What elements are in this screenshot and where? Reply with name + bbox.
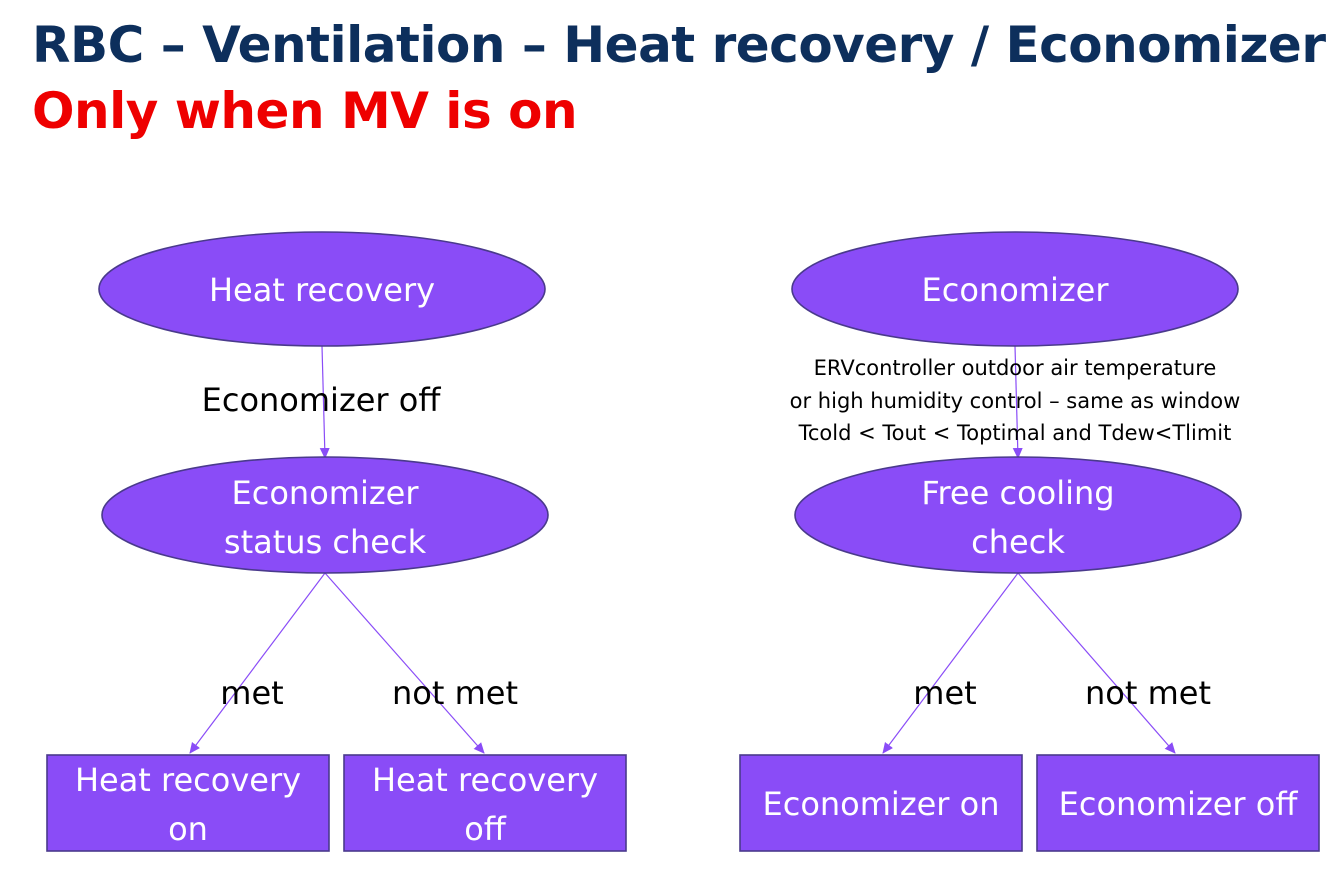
slide-title: RBC – Ventilation – Heat recovery / Econ… [32,16,1326,74]
slide-subtitle: Only when MV is on [32,82,578,140]
heat-recovery-off-box [343,754,627,852]
edge-status-check-to-heat-recovery-on [189,572,326,754]
edge-free-cooling-to-economizer-on [882,572,1019,754]
heat-recovery-off-label-line1: Heat recovery [372,761,598,799]
economizer-status-check-label-line2: status check [224,523,427,561]
economizer-node-label: Economizer [922,271,1110,309]
edge-economizer-to-free-cooling-check [1012,345,1023,459]
heat-recovery-tree: Heat recovery Economizer off Economizer … [46,231,627,852]
free-cooling-check-label-line1: Free cooling [921,474,1114,512]
free-cooling-check-node [794,456,1242,574]
condition-line-2: or high humidity control – same as windo… [790,389,1241,413]
economizer-off-box [1036,754,1320,852]
economizer-node [791,231,1239,347]
economizer-tree: Economizer ERVcontroller outdoor air tem… [739,231,1320,852]
economizer-on-box [739,754,1023,852]
economizer-status-check-node [101,456,549,574]
heat-recovery-on-label-line1: Heat recovery [75,761,301,799]
free-cooling-check-label-line2: check [971,523,1065,561]
edge-status-check-to-heat-recovery-off [324,572,485,754]
met-branch-label: met [220,674,283,712]
heat-recovery-node-label: Heat recovery [209,271,435,309]
heat-recovery-on-label-line2: on [168,810,208,848]
economizer-off-condition-label: Economizer off [202,381,442,419]
not-met-branch-label: not met [392,674,518,712]
edge-heat-recovery-to-status-check [319,345,330,459]
met-branch-label: met [913,674,976,712]
not-met-branch-label: not met [1085,674,1211,712]
condition-line-3: Tcold < Tout < Toptimal and Tdew<Tlimit [798,421,1232,445]
economizer-on-label: Economizer on [763,785,1000,823]
economizer-status-check-label-line1: Economizer [232,474,420,512]
edge-free-cooling-to-economizer-off [1017,572,1176,754]
heat-recovery-off-label-line2: off [464,810,507,848]
heat-recovery-node [98,231,546,347]
heat-recovery-on-box [46,754,330,852]
economizer-off-label: Economizer off [1059,785,1299,823]
condition-line-1: ERVcontroller outdoor air temperature [814,356,1217,380]
